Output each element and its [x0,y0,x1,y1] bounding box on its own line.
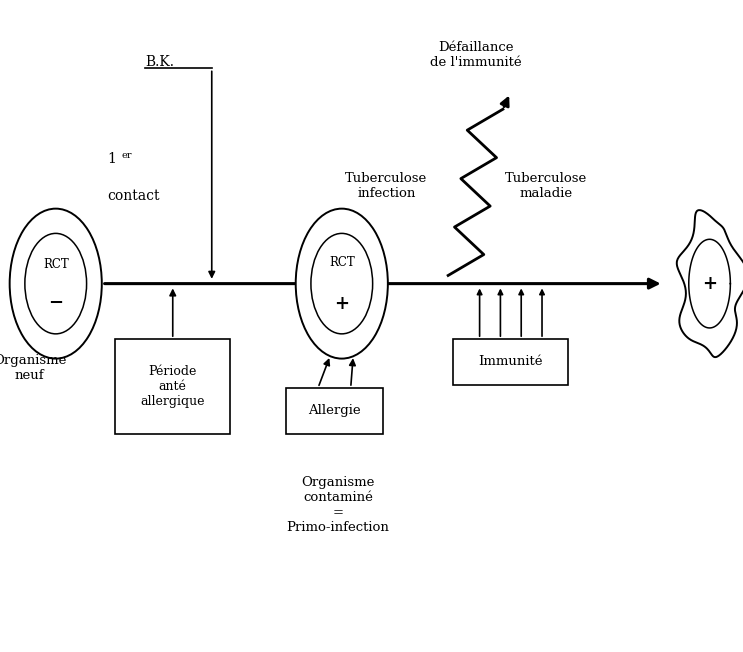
Ellipse shape [25,233,87,334]
Text: Défaillance
de l'immunité: Défaillance de l'immunité [429,42,522,69]
Text: Allergie: Allergie [308,404,360,417]
FancyBboxPatch shape [453,339,568,385]
Ellipse shape [10,209,102,359]
Text: contact: contact [108,189,160,203]
Ellipse shape [311,233,373,334]
Text: Tuberculose
infection: Tuberculose infection [345,172,427,200]
Ellipse shape [296,209,388,359]
FancyBboxPatch shape [115,339,230,434]
Text: Tuberculose
maladie: Tuberculose maladie [505,172,587,200]
Text: 1: 1 [108,153,117,166]
Text: B.K.: B.K. [145,55,174,69]
Text: +: + [334,295,349,314]
Text: Période
anté
allergique: Période anté allergique [140,365,205,408]
Text: Immunité: Immunité [478,355,543,368]
FancyBboxPatch shape [286,388,383,434]
Text: −: − [48,294,63,312]
Text: er: er [121,151,132,160]
Text: Organisme
neuf: Organisme neuf [0,355,66,382]
Polygon shape [677,210,743,357]
Text: Organisme
contaminé
=
Primo-infection: Organisme contaminé = Primo-infection [287,477,389,534]
Text: RCT: RCT [43,258,68,271]
Text: +: + [702,274,717,293]
Text: RCT: RCT [329,256,354,269]
